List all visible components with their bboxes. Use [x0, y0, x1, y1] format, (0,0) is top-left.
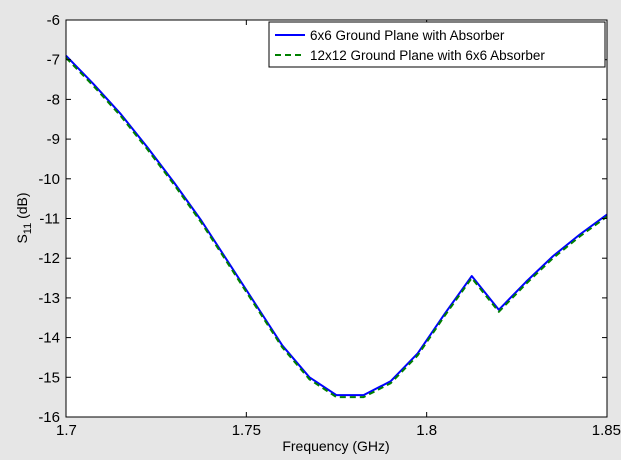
y-axis-label: S11 (dB) — [14, 192, 34, 243]
y-axis-label-main: S — [14, 234, 30, 243]
y-tick-label: -15 — [38, 369, 60, 386]
x-tick-label: 1.8 — [416, 422, 437, 439]
legend-label-series-1: 6x6 Ground Plane with Absorber — [310, 28, 505, 43]
y-tick-label: -14 — [38, 330, 60, 347]
y-axis-label-unit: (dB) — [14, 192, 30, 222]
x-tick-label: 1.75 — [232, 422, 261, 439]
y-axis-label-subscript: 11 — [22, 223, 34, 234]
series-line-1 — [65, 55, 608, 397]
legend-label-series-2: 12x12 Ground Plane with 6x6 Absorber — [310, 48, 545, 63]
y-tick-label: -13 — [38, 290, 60, 307]
y-tick-label: -6 — [47, 12, 60, 29]
y-tick-label: -8 — [47, 91, 60, 108]
x-tick-label: 1.85 — [592, 422, 621, 439]
plot-area — [66, 20, 607, 417]
legend: 6x6 Ground Plane with Absorber 12x12 Gro… — [268, 21, 606, 68]
series-layer — [65, 55, 608, 399]
y-tick-label: -16 — [38, 409, 60, 426]
x-tick-label: 1.7 — [56, 422, 77, 439]
y-tick-label: -12 — [38, 250, 60, 267]
legend-box — [268, 21, 606, 68]
tick-layer: 1.7 1.75 1.8 1.85 -16 -15 -14 -13 -12 -11 -10 -9 -8 -… — [38, 12, 621, 439]
y-tick-label: -10 — [38, 171, 60, 188]
x-axis-label: Frequency (GHz) — [282, 438, 389, 454]
y-tick-label: -7 — [47, 52, 60, 69]
y-tick-label: -9 — [47, 131, 60, 148]
y-tick-label: -11 — [39, 211, 60, 228]
